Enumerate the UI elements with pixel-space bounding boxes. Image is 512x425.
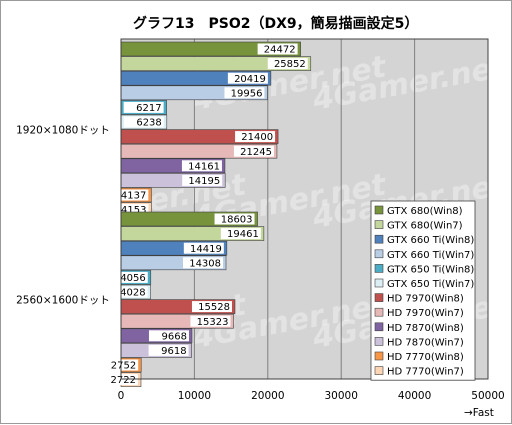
x-tick-label: 30000	[324, 390, 357, 402]
value-label-background	[148, 344, 189, 356]
legend-entry: GTX 650 Ti(Win8)	[387, 264, 474, 275]
legend-swatch	[374, 249, 384, 259]
value-label: 6217	[136, 103, 161, 114]
value-label: 9668	[162, 331, 187, 342]
value-label-background	[123, 101, 164, 113]
value-label-background	[227, 72, 268, 84]
legend-swatch	[374, 278, 384, 288]
legend-entry: GTX 650 Ti(Win7)	[387, 279, 474, 290]
value-label: 24472	[264, 45, 296, 56]
legend: GTX 680(Win8) GTX 680(Win7) GTX 660 Ti(Win…	[370, 200, 476, 381]
legend-swatch	[374, 337, 384, 346]
value-label: 19956	[231, 88, 263, 99]
value-label: 14308	[189, 258, 221, 269]
value-label: 4137	[121, 191, 146, 202]
value-label: 4028	[120, 288, 145, 299]
legend-entry: HD 7970(Win8)	[387, 294, 464, 305]
value-label-background	[233, 145, 274, 157]
value-label: 9618	[161, 346, 186, 357]
value-label-background	[190, 315, 231, 327]
legend-swatch	[374, 234, 384, 244]
x-tick-label: 10000	[178, 390, 211, 402]
value-label-background	[123, 116, 164, 128]
value-label: 19461	[227, 229, 259, 240]
value-label-background	[257, 43, 298, 55]
plot-border	[120, 38, 489, 380]
value-label: 21400	[241, 132, 273, 143]
value-label-background	[97, 374, 138, 386]
value-label: 15528	[198, 302, 230, 313]
legend-entry: HD 7870(Win7)	[387, 337, 464, 348]
value-label: 6238	[136, 118, 161, 129]
value-label: 4056	[120, 273, 145, 284]
category-label: 2560×1600ドット	[16, 295, 110, 307]
legend-box	[370, 200, 476, 381]
legend-swatch	[374, 322, 384, 332]
legend-swatch	[374, 205, 384, 215]
value-label: 20419	[234, 74, 266, 85]
legend-entry: GTX 660 Ti(Win8)	[387, 235, 474, 246]
value-label: 14419	[190, 244, 222, 255]
value-label: 2752	[111, 361, 136, 372]
value-label-background	[182, 174, 223, 186]
value-label-background	[181, 160, 222, 172]
legend-entry: GTX 680(Win8)	[387, 206, 463, 217]
value-label: 14161	[188, 161, 220, 172]
legend-swatch	[374, 351, 384, 361]
legend-entry: HD 7770(Win8)	[387, 352, 464, 363]
legend-entry: HD 7770(Win7)	[387, 367, 464, 378]
legend-swatch	[374, 293, 384, 302]
legend-swatch	[374, 264, 384, 273]
value-label-background	[107, 286, 148, 298]
value-label-background	[220, 228, 261, 240]
value-label-background	[183, 242, 224, 254]
value-label-background	[107, 271, 148, 283]
legend-swatch	[374, 307, 384, 317]
legend-entry: HD 7870(Win8)	[387, 323, 464, 334]
legend-entry: GTX 680(Win7)	[387, 221, 463, 232]
legend-swatch	[374, 366, 384, 375]
legend-entry: HD 7970(Win7)	[387, 308, 464, 319]
chart-title: グラフ13 PSO2（DX9，簡易描画設定5）	[133, 15, 418, 32]
value-label-background	[235, 131, 276, 143]
legend-entry: GTX 660 Ti(Win7)	[387, 250, 474, 261]
x-tick-label: 40000	[398, 390, 431, 402]
value-label: 15323	[197, 317, 229, 328]
value-label-background	[108, 189, 149, 201]
x-tick-label: 0	[118, 390, 125, 402]
value-label: 21245	[240, 147, 272, 158]
category-label: 1920×1080ドット	[16, 125, 110, 137]
x-tick-label: 50000	[471, 390, 504, 402]
value-label-background	[267, 58, 308, 70]
value-label: 14195	[188, 176, 220, 187]
x-axis-direction-note: →Fast	[464, 407, 494, 419]
plot-area: 4Gamer.net4Gamer.net4Gamer.net4Gamer.net…	[16, 38, 510, 402]
x-tick-label: 20000	[251, 390, 284, 402]
value-label-background	[148, 330, 189, 342]
value-label: 25852	[274, 59, 306, 70]
value-label-background	[183, 257, 224, 269]
value-label-background	[214, 213, 255, 225]
value-label: 4153	[121, 205, 146, 216]
value-label: 2722	[111, 375, 136, 386]
value-label: 18603	[221, 215, 253, 226]
value-label-background	[224, 87, 265, 99]
value-label-background	[191, 301, 232, 313]
legend-swatch	[374, 220, 384, 229]
value-label-background	[108, 204, 149, 216]
value-label-background	[98, 359, 139, 371]
